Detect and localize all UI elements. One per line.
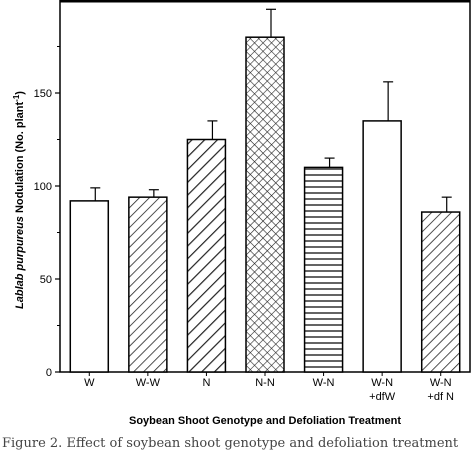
y-tick-label: 50	[40, 274, 52, 286]
y-axis-label: Lablab purpureus Nodulation (No. plant-1…	[12, 91, 26, 309]
x-tick-label: N-N	[255, 377, 275, 389]
x-tick-label: W	[84, 377, 95, 389]
bar	[186, 138, 227, 373]
y-tick-label: 100	[34, 181, 52, 193]
x-tick-label: W-W	[136, 377, 161, 389]
x-tick-label-line2: +df N	[427, 391, 454, 403]
x-tick-label: W-N	[313, 377, 335, 389]
x-tick-label: W-N	[371, 377, 393, 389]
bar	[245, 36, 285, 373]
bar	[420, 211, 461, 373]
x-axis-label: Soybean Shoot Genotype and Defoliation T…	[129, 415, 401, 427]
labels: 0 50 100 150 W W-W N N-N W-N W-N +dfW W-N +df N Soybe…	[12, 88, 454, 427]
x-tick-label-line2: +dfW	[369, 391, 396, 403]
y-tick-label: 150	[34, 88, 52, 100]
bars	[69, 8, 461, 373]
x-tick-label: W-N	[430, 377, 452, 389]
y-tick-label: 0	[46, 367, 52, 379]
bar	[128, 196, 168, 373]
bar	[69, 200, 110, 373]
figure-caption: Figure 2. Effect of soybean shoot genoty…	[2, 436, 459, 451]
bar	[303, 166, 344, 373]
x-tick-label: N	[202, 377, 210, 389]
bar	[362, 120, 402, 373]
